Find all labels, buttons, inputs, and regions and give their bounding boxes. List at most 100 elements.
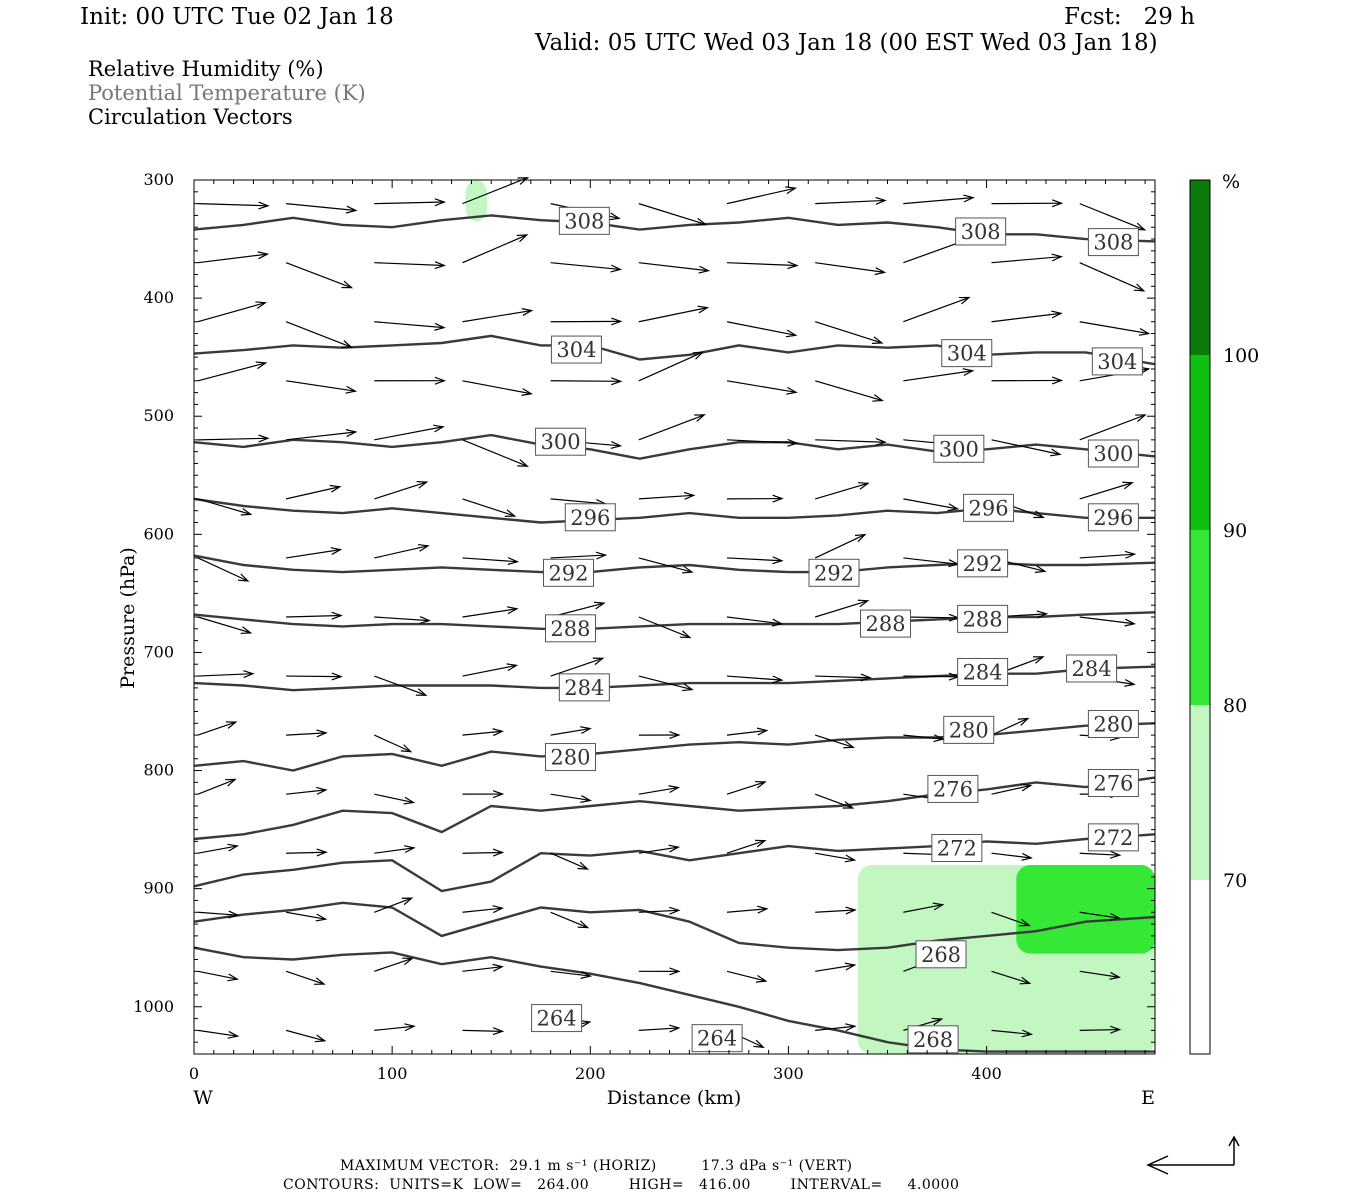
vector-2 (197, 302, 266, 323)
vector-head-10 (225, 778, 237, 787)
vector-37 (374, 616, 430, 622)
vector-66 (550, 554, 606, 559)
vector-28 (285, 970, 325, 985)
rh-region-70-0 (465, 180, 488, 222)
vector-head-38 (415, 688, 428, 696)
vector-6 (197, 557, 249, 582)
vector-head-42 (401, 897, 414, 906)
west-label: W (193, 1087, 213, 1109)
contour-label-276-1: 276 (1093, 772, 1133, 796)
vector-head-102 (757, 905, 769, 914)
colorbar-label-90: 90 (1223, 520, 1247, 542)
vector-0 (197, 203, 268, 207)
vector-head-64 (610, 441, 623, 450)
vector-85 (638, 786, 679, 795)
contour-label-box-288-0 (544, 614, 596, 643)
vector-head-29 (314, 1034, 327, 1043)
vector-head-84 (669, 731, 681, 740)
vector-29 (285, 1029, 325, 1042)
theta-contour-284 (193, 665, 1156, 692)
vector-head-67 (593, 601, 606, 610)
vector-head-162 (1109, 912, 1121, 921)
vector-head-75 (695, 217, 708, 226)
vector-head-72 (577, 920, 590, 929)
vector-head-9 (225, 721, 238, 729)
vector-head-46 (516, 234, 529, 243)
contour-label-300-1: 300 (939, 437, 979, 461)
vector-head-134 (931, 1017, 944, 1026)
vector-head-57 (492, 905, 505, 914)
vector-76 (638, 262, 709, 272)
vector-72 (550, 911, 588, 929)
contour-label-276-0: 276 (933, 777, 973, 801)
init-time: Init: 00 UTC Tue 02 Jan 18 (80, 4, 394, 30)
vector-head-144 (1017, 717, 1030, 726)
vector-head-100 (755, 780, 767, 789)
vector-56 (462, 851, 503, 854)
contour-label-box-272-1 (1087, 823, 1139, 852)
vector-head-81 (681, 565, 694, 574)
colorbar-band-below-70 (1190, 880, 1210, 1054)
vector-16 (285, 262, 352, 289)
vector-126 (903, 557, 959, 565)
vector-83 (638, 675, 693, 691)
vector-145 (991, 784, 1031, 795)
vector-136 (991, 256, 1062, 264)
vector-head-103 (755, 974, 768, 983)
vector-41 (374, 847, 415, 854)
vector-97 (726, 616, 782, 625)
vector-24 (286, 732, 327, 736)
y-tick-label-800: 800 (143, 761, 174, 780)
vector-21 (286, 549, 341, 559)
vector-head-99 (756, 727, 769, 736)
vector-head-88 (669, 967, 681, 976)
vector-7 (197, 616, 251, 634)
vector-40 (374, 793, 414, 804)
vector-53 (462, 664, 517, 677)
vector-107 (815, 321, 883, 344)
vector-147 (991, 911, 1030, 927)
vector-164 (1079, 1028, 1120, 1031)
vector-head-129 (933, 734, 945, 743)
colorbar-label-70: 70 (1223, 870, 1247, 892)
colorbar-band-100 (1190, 180, 1210, 355)
contour-label-box-304-2 (1091, 347, 1143, 376)
vector-head-32 (434, 322, 446, 331)
vector-head-96 (772, 556, 784, 565)
vector-head-93 (786, 386, 798, 395)
y-tick-label-900: 900 (143, 879, 174, 898)
contour-label-box-264-0 (531, 1004, 583, 1033)
contour-label-box-288-2 (957, 604, 1009, 633)
vector-70 (550, 793, 591, 802)
vector-head-116 (844, 854, 857, 863)
vector-head-23 (331, 672, 343, 681)
vector-head-47 (521, 308, 534, 316)
vector-head-39 (400, 744, 413, 753)
vector-head-151 (1133, 283, 1146, 292)
contour-label-308-0: 308 (564, 209, 604, 233)
x-tick-label-100: 100 (377, 1064, 408, 1083)
contour-label-box-304-1 (941, 339, 993, 368)
vector-90 (726, 187, 796, 205)
vector-head-45 (517, 177, 530, 185)
colorbar: % 100 90 80 70 (1189, 171, 1259, 1055)
vector-101 (726, 840, 766, 854)
vector-head-8 (243, 670, 255, 679)
contour-label-284-0: 284 (564, 676, 604, 700)
vector-38 (374, 675, 427, 696)
contour-label-box-300-1 (933, 434, 985, 463)
vector-93 (726, 380, 797, 393)
vector-81 (638, 557, 693, 573)
vector-71 (550, 852, 588, 870)
vector-128 (903, 675, 959, 678)
vector-head-119 (845, 1023, 857, 1032)
vector-head-85 (668, 785, 681, 794)
vector-head-105 (875, 196, 887, 205)
vector-8 (197, 673, 253, 677)
vector-head-106 (874, 267, 887, 276)
vector-head-140 (1033, 510, 1045, 519)
colorbar-band-70 (1190, 705, 1210, 880)
vector-87 (638, 909, 679, 913)
vector-11 (197, 845, 238, 854)
vector-head-114 (843, 740, 855, 749)
